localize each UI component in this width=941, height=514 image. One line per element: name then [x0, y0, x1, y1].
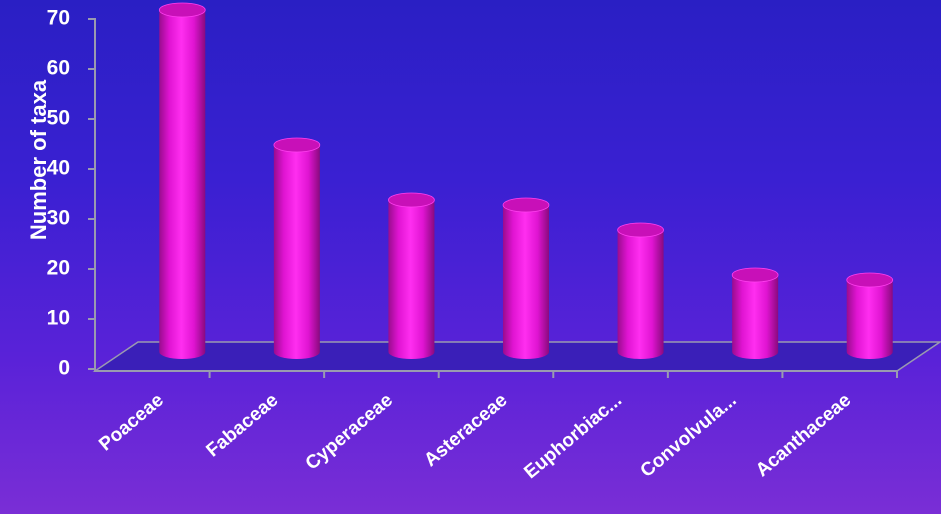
- bar: [388, 192, 435, 360]
- x-category-label: Fabaceae: [202, 390, 282, 462]
- bar-body: [273, 145, 320, 360]
- x-category-label: Euphorbiac...: [520, 390, 626, 483]
- y-tick-label: 50: [47, 107, 70, 130]
- bar-body: [503, 205, 549, 359]
- x-category-label: Asteraceae: [420, 390, 511, 471]
- x-category-label: Poaceae: [95, 390, 168, 456]
- bar: [617, 222, 664, 360]
- y-tick-label: 40: [47, 157, 70, 180]
- bar-top: [617, 222, 664, 238]
- bar-top: [846, 272, 894, 288]
- y-tick-label: 30: [47, 207, 70, 230]
- bar-top: [158, 2, 206, 18]
- y-tick-label: 10: [47, 307, 70, 330]
- x-category-label: Cyperaceae: [302, 390, 397, 475]
- y-tick-label: 20: [47, 257, 70, 280]
- y-tick-label: 70: [47, 7, 70, 30]
- x-category-label: Acanthaceae: [752, 390, 855, 481]
- bar-body: [846, 280, 893, 360]
- bar-top: [388, 192, 435, 208]
- bar-body: [159, 10, 206, 360]
- bar-top: [731, 267, 779, 283]
- bar: [158, 2, 206, 360]
- bar: [731, 267, 779, 359]
- y-tick-label: 0: [58, 357, 70, 380]
- bar-top: [273, 137, 321, 153]
- y-axis-title: Number of taxa: [26, 79, 51, 240]
- bar-body: [732, 275, 779, 359]
- bar-top: [502, 197, 550, 213]
- x-category-label: Convolvula...: [637, 390, 741, 482]
- bar: [502, 197, 550, 359]
- y-tick-label: 60: [47, 57, 70, 80]
- bar: [273, 137, 321, 360]
- bar: [846, 272, 894, 360]
- bar-body: [388, 200, 435, 360]
- bar-body: [617, 230, 664, 360]
